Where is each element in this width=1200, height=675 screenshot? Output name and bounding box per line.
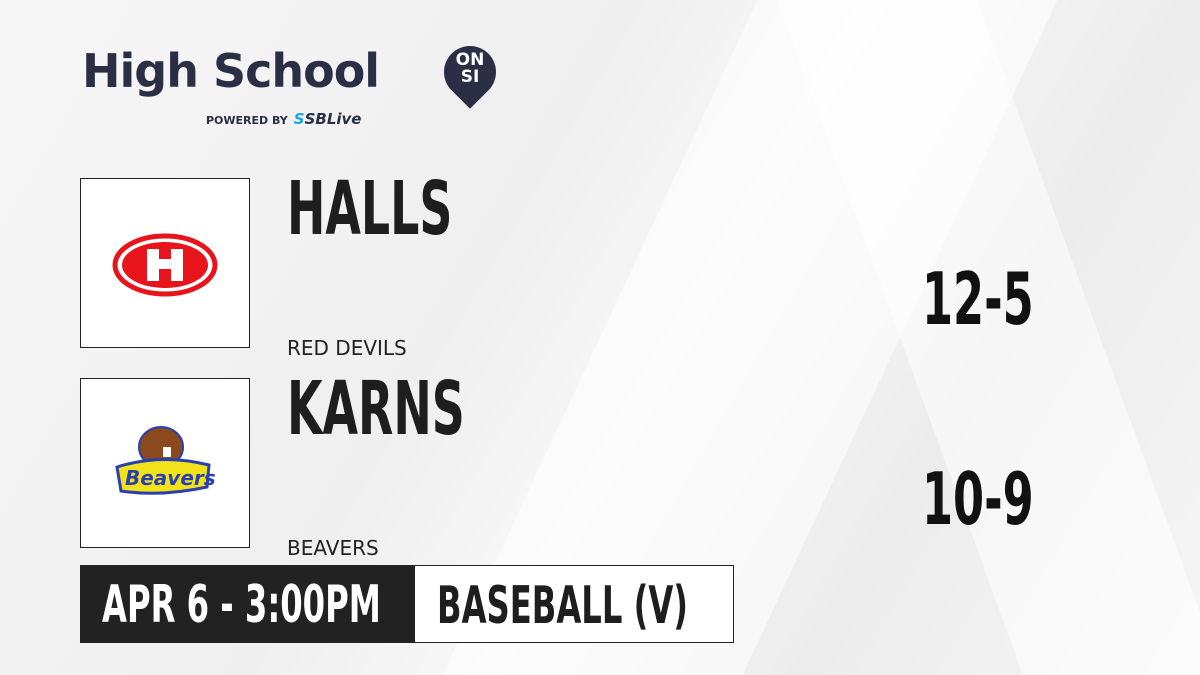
game-datetime: APR 6 - 3:00PM: [80, 565, 414, 643]
brand-title: High School: [82, 44, 380, 98]
svg-text:Beavers: Beavers: [125, 466, 216, 490]
team-name: HALLS: [287, 166, 453, 252]
team-logo-karns: Beavers: [80, 378, 250, 548]
team-record: 10-9: [922, 457, 1034, 541]
team-mascot: RED DEVILS: [287, 336, 407, 360]
team-name: KARNS: [287, 366, 465, 452]
team-logo-halls: [80, 178, 250, 348]
powered-by: POWERED BY SSBLive: [206, 110, 362, 128]
red-h-oval-logo-icon: [112, 233, 218, 297]
team-record: 12-5: [922, 257, 1034, 341]
team-mascot: BEAVERS: [287, 536, 379, 560]
beavers-logo-icon: Beavers: [115, 426, 216, 495]
badge: ON SI: [455, 50, 485, 87]
game-sport: BASEBALL (V): [414, 565, 734, 643]
